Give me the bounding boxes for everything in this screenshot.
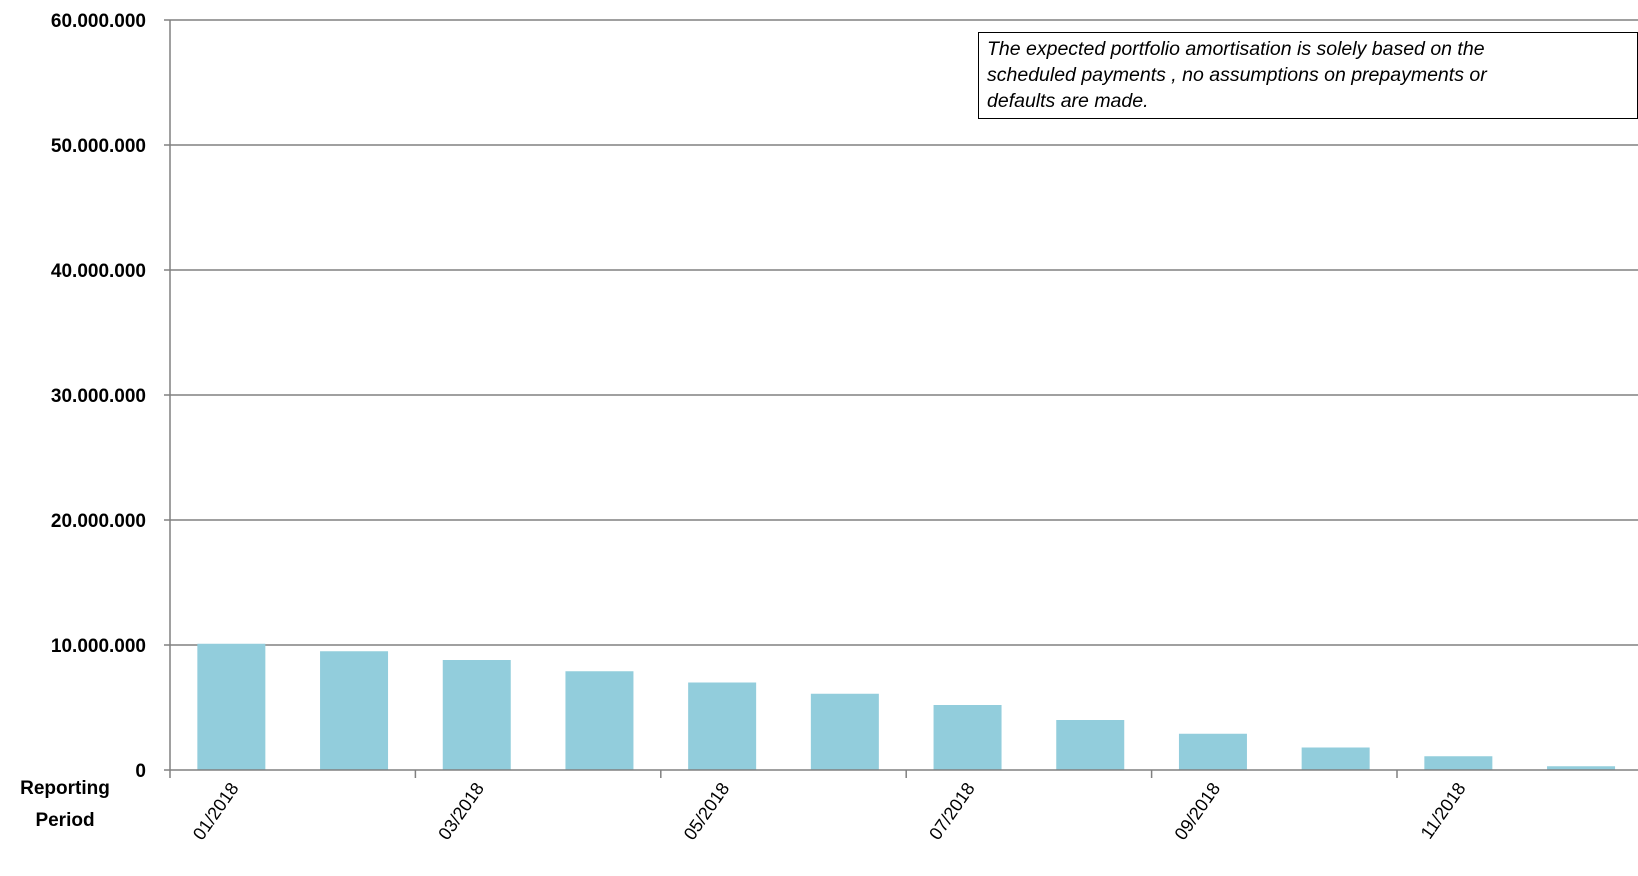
x-tick-label: 11/2018 (1417, 779, 1470, 843)
x-tick-label: 01/2018 (189, 779, 243, 844)
bar-06-2018 (810, 693, 879, 770)
bar-11-2018 (1424, 756, 1493, 770)
bars (197, 643, 1616, 770)
y-tick-label: 40.000.000 (51, 261, 146, 282)
bar-02-2018 (320, 651, 389, 770)
bar-08-2018 (1056, 720, 1125, 770)
y-tick-label: 20.000.000 (51, 511, 146, 532)
bar-03-2018 (442, 660, 511, 770)
bar-05-2018 (688, 682, 757, 770)
y-tick-label: 10.000.000 (51, 636, 146, 657)
bar-10-2018 (1301, 747, 1370, 770)
bar-01-2018 (197, 643, 266, 770)
bar-09-2018 (1178, 733, 1247, 770)
gridlines (164, 19, 1638, 771)
x-tick-label: 09/2018 (1171, 779, 1225, 844)
x-tick-labels: 01/2018 03/2018 05/2018 07/2018 09/2018 11/20… (189, 779, 1470, 844)
x-axis-label-line-2: Period (35, 810, 94, 831)
x-tick-label: 07/2018 (925, 779, 979, 844)
y-tick-labels: 0 10.000.000 20.000.000 30.000.000 40.000.00… (51, 11, 146, 782)
x-tick-label: 05/2018 (680, 779, 734, 844)
annotation-note: The expected portfolio amortisation is s… (978, 32, 1638, 119)
y-tick-label: 0 (135, 761, 146, 782)
bar-07-2018 (933, 705, 1002, 770)
y-tick-label: 50.000.000 (51, 136, 146, 157)
y-tick-label: 30.000.000 (51, 386, 146, 407)
axes (169, 20, 1638, 778)
x-tick-label: 03/2018 (434, 779, 488, 844)
bar-12-2018 (1547, 766, 1616, 770)
x-axis-label-line-1: Reporting (20, 778, 110, 799)
y-tick-label: 60.000.000 (51, 11, 146, 32)
bar-04-2018 (565, 671, 634, 770)
